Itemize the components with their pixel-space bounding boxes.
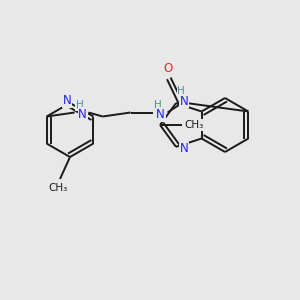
Text: N: N xyxy=(180,142,188,155)
Text: N: N xyxy=(180,95,188,108)
Text: CH₃: CH₃ xyxy=(48,183,68,193)
Text: H: H xyxy=(154,100,161,110)
Text: H: H xyxy=(76,100,83,110)
Text: N: N xyxy=(78,108,87,121)
Text: N: N xyxy=(156,108,165,121)
Text: H: H xyxy=(177,86,185,96)
Text: N: N xyxy=(63,94,71,107)
Text: CH₃: CH₃ xyxy=(184,120,204,130)
Text: O: O xyxy=(163,62,172,75)
